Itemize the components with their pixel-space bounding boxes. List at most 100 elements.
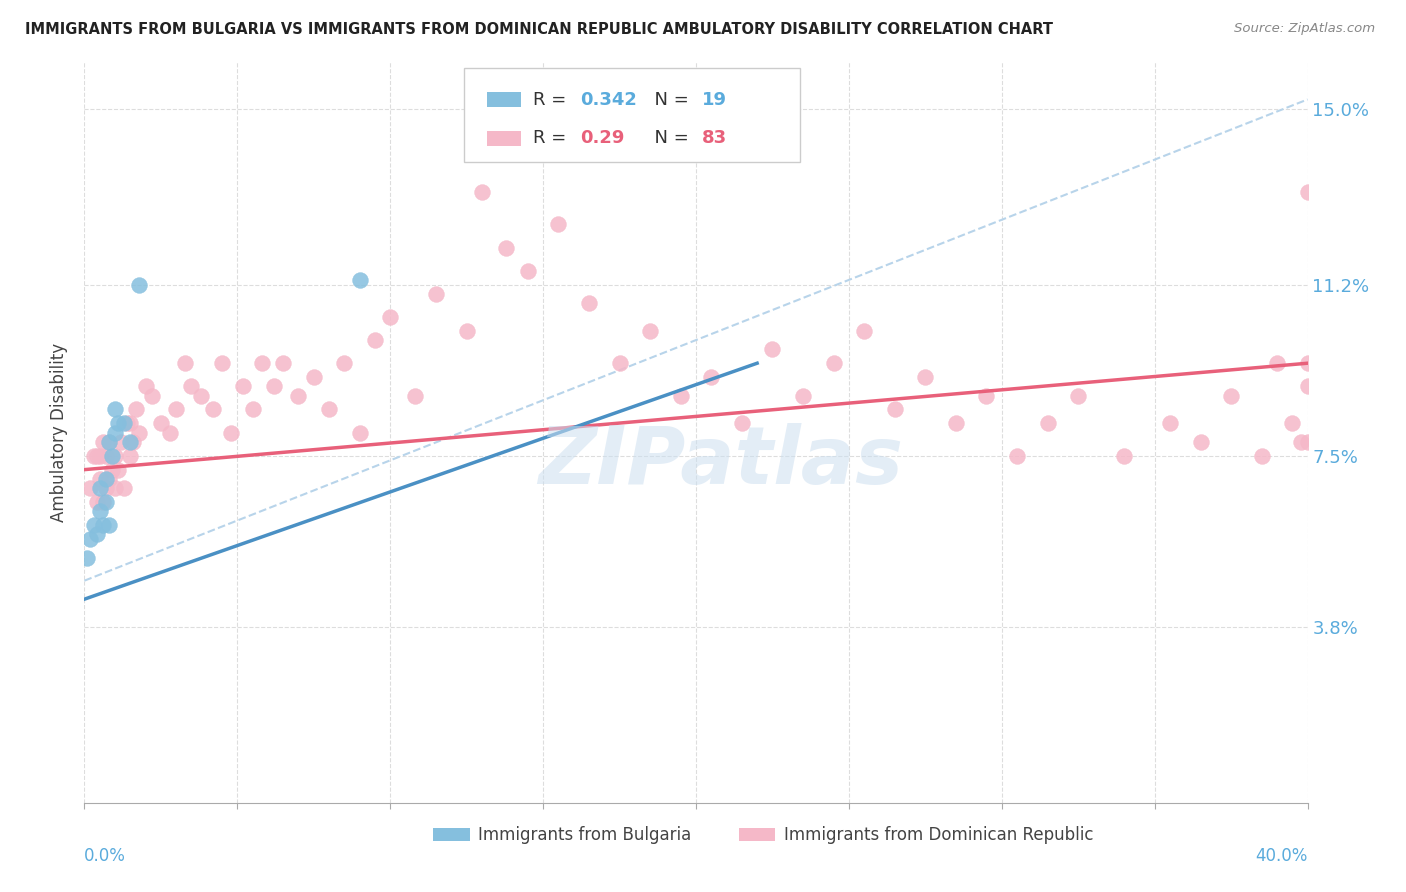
Point [190,389,212,403]
Point [104,449,127,463]
Point [104,402,127,417]
Point [1189,434,1212,449]
Text: N =: N = [644,129,695,147]
Point [112,481,135,495]
Point [89,449,111,463]
FancyBboxPatch shape [486,131,522,145]
Point [1296,379,1319,393]
Point [104,425,127,440]
Point [83,449,105,463]
FancyBboxPatch shape [738,828,776,841]
Point [471,185,494,199]
Point [97,434,120,449]
Point [302,370,325,384]
Point [104,481,127,495]
Point [125,402,148,417]
Point [159,425,181,440]
Point [1036,417,1059,431]
Point [76,550,98,565]
Point [107,417,129,431]
Point [1296,185,1319,199]
Point [79,532,101,546]
Text: Immigrants from Dominican Republic: Immigrants from Dominican Republic [785,826,1094,845]
Point [101,462,124,476]
Point [1296,434,1319,449]
Text: ZIPatlas: ZIPatlas [538,423,903,501]
Text: 19: 19 [702,91,727,109]
Point [669,389,692,403]
Point [976,389,998,403]
Text: 0.342: 0.342 [579,91,637,109]
FancyBboxPatch shape [464,68,800,162]
Point [516,263,538,277]
Point [97,518,120,533]
Point [318,402,340,417]
Point [853,324,876,338]
Text: 40.0%: 40.0% [1256,847,1308,865]
Text: IMMIGRANTS FROM BULGARIA VS IMMIGRANTS FROM DOMINICAN REPUBLIC AMBULATORY DISABI: IMMIGRANTS FROM BULGARIA VS IMMIGRANTS F… [25,22,1053,37]
Point [94,472,117,486]
Point [1281,417,1303,431]
Point [120,449,142,463]
Point [349,425,371,440]
Point [578,296,600,310]
Point [120,417,142,431]
Point [97,434,120,449]
Point [1250,449,1272,463]
Point [86,527,108,541]
Point [219,425,242,440]
Point [638,324,661,338]
Text: 0.29: 0.29 [579,129,624,147]
Point [547,218,569,232]
Point [174,356,197,370]
Point [79,481,101,495]
Text: 0.0%: 0.0% [84,847,127,865]
Point [1114,449,1136,463]
Point [86,495,108,509]
Point [89,504,111,518]
Point [271,356,294,370]
Point [97,472,120,486]
Point [380,310,402,324]
Point [333,356,356,370]
FancyBboxPatch shape [486,93,522,107]
Point [232,379,254,393]
Y-axis label: Ambulatory Disability: Ambulatory Disability [51,343,69,522]
Point [349,273,371,287]
Point [91,495,114,509]
Point [364,333,387,347]
Point [1005,449,1028,463]
Point [211,356,233,370]
Point [201,402,224,417]
Point [425,286,447,301]
Point [83,518,105,533]
Point [94,495,117,509]
Point [110,434,132,449]
Point [287,389,309,403]
Text: R =: R = [533,129,572,147]
Point [89,481,111,495]
Point [1296,356,1319,370]
Point [1220,389,1243,403]
Point [250,356,273,370]
Point [115,417,138,431]
Point [700,370,723,384]
Point [101,449,124,463]
Point [107,462,129,476]
Text: N =: N = [644,91,695,109]
Point [86,449,108,463]
Point [731,417,754,431]
Point [112,417,135,431]
Point [122,434,145,449]
Point [149,417,172,431]
Point [883,402,905,417]
Point [94,481,117,495]
Point [242,402,264,417]
Point [1159,417,1181,431]
Point [94,449,117,463]
Point [404,389,426,403]
Point [792,389,814,403]
Point [141,389,163,403]
Point [761,343,783,357]
Point [263,379,285,393]
